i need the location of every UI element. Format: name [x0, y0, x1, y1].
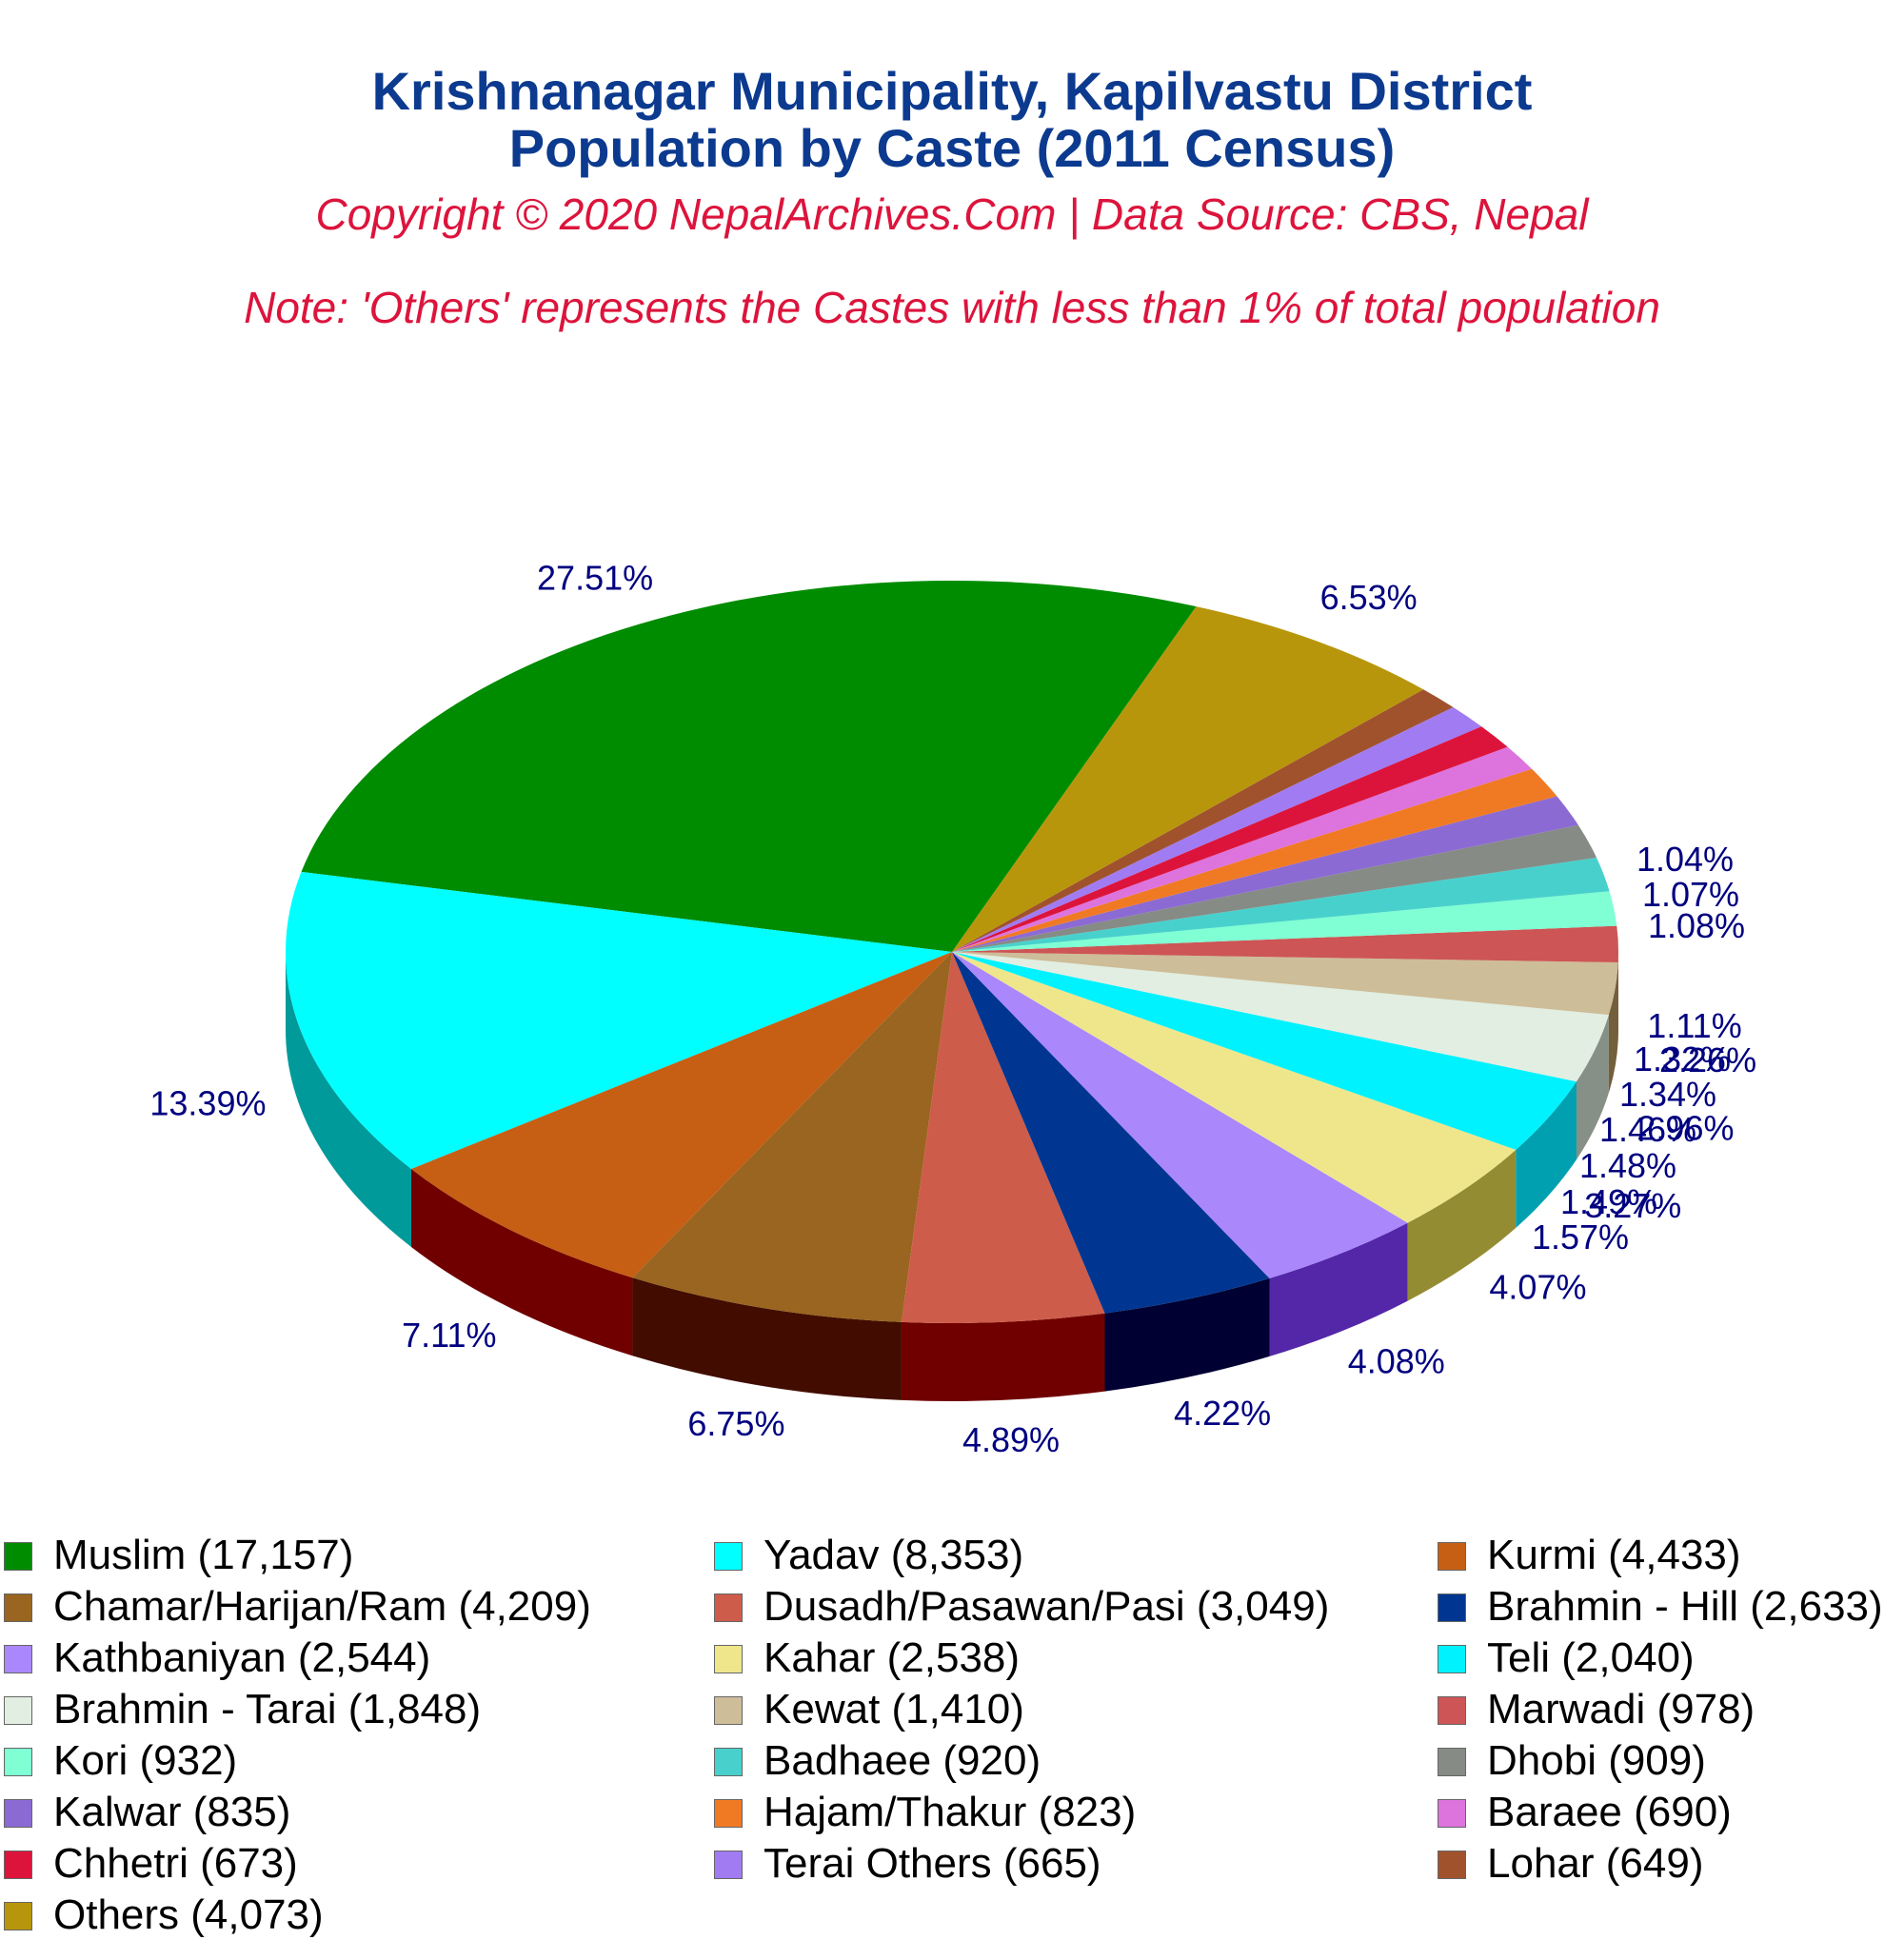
legend-label: Chhetri (673) [53, 1839, 298, 1889]
pie-label-badhaee: 1.48% [1579, 1146, 1676, 1185]
legend-label: Brahmin - Hill (2,633) [1487, 1582, 1883, 1632]
pie-label-hajam-thakur: 1.32% [1634, 1039, 1731, 1079]
legend-swatch [714, 1799, 743, 1828]
pie-label-dhobi: 1.46% [1599, 1110, 1696, 1149]
legend-swatch [4, 1696, 32, 1725]
pie-top-layer [286, 581, 1618, 1323]
legend-swatch [4, 1542, 32, 1571]
legend-label: Kori (932) [53, 1736, 237, 1786]
legend-label: Dhobi (909) [1487, 1736, 1706, 1786]
legend-swatch [714, 1594, 743, 1622]
legend-label: Kathbaniyan (2,544) [53, 1633, 430, 1683]
legend-swatch [714, 1748, 743, 1776]
pie-label-lohar: 1.04% [1636, 840, 1734, 879]
legend-swatch [1438, 1799, 1466, 1828]
legend-swatch [714, 1542, 743, 1571]
legend-swatch [4, 1799, 32, 1828]
legend-swatch [4, 1748, 32, 1776]
pie-label-terai-others: 1.07% [1642, 875, 1739, 914]
legend-label: Baraee (690) [1487, 1788, 1732, 1837]
legend-swatch [1438, 1594, 1466, 1622]
legend-label: Marwadi (978) [1487, 1685, 1755, 1734]
pie-label-baraee: 1.11% [1647, 1006, 1741, 1045]
legend-label: Dusadh/Pasawan/Pasi (3,049) [764, 1582, 1329, 1632]
legend-swatch [4, 1902, 32, 1930]
legend-swatch [4, 1851, 32, 1879]
legend-swatch [4, 1645, 32, 1673]
pie-label-kurmi: 7.11% [402, 1316, 496, 1355]
pie-label-kahar: 4.07% [1489, 1268, 1586, 1307]
pie-label-kalwar: 1.34% [1619, 1075, 1716, 1114]
legend-label: Muslim (17,157) [53, 1531, 353, 1580]
legend-swatch [1438, 1542, 1466, 1571]
legend-label: Yadav (8,353) [764, 1531, 1023, 1580]
pie-label-chamar-harijan-ram: 6.75% [687, 1404, 784, 1443]
pie-side-dusadh-pasawan-pasi [902, 1314, 1105, 1401]
legend-swatch [4, 1594, 32, 1622]
legend-label: Teli (2,040) [1487, 1633, 1695, 1683]
legend-swatch [714, 1851, 743, 1879]
legend-label: Kewat (1,410) [764, 1685, 1024, 1734]
legend-swatch [1438, 1851, 1466, 1879]
pie-label-others: 6.53% [1320, 578, 1418, 617]
legend-swatch [714, 1696, 743, 1725]
legend-label: Kurmi (4,433) [1487, 1531, 1741, 1580]
legend-label: Chamar/Harijan/Ram (4,209) [53, 1582, 591, 1632]
legend-label: Kahar (2,538) [764, 1633, 1020, 1683]
pie-label-yadav: 13.39% [149, 1084, 266, 1123]
legend-label: Lohar (649) [1487, 1839, 1703, 1889]
legend-label: Badhaee (920) [764, 1736, 1041, 1786]
legend-swatch [714, 1645, 743, 1673]
legend-swatch [1438, 1645, 1466, 1673]
legend-label: Kalwar (835) [53, 1788, 290, 1837]
legend-swatch [1438, 1696, 1466, 1725]
legend-label: Brahmin - Tarai (1,848) [53, 1685, 481, 1734]
legend-swatch [1438, 1748, 1466, 1776]
pie-label-marwadi: 1.57% [1532, 1217, 1629, 1257]
pie-label-dusadh-pasawan-pasi: 4.89% [962, 1420, 1060, 1459]
pie-label-kathbaniyan: 4.08% [1348, 1341, 1445, 1380]
legend-label: Hajam/Thakur (823) [764, 1788, 1136, 1837]
pie-label-kori: 1.49% [1560, 1182, 1657, 1221]
legend-label: Terai Others (665) [764, 1839, 1101, 1889]
legend-label: Others (4,073) [53, 1891, 324, 1940]
pie-label-muslim: 27.51% [537, 559, 653, 598]
pie-label-brahmin-hill: 4.22% [1174, 1394, 1271, 1433]
